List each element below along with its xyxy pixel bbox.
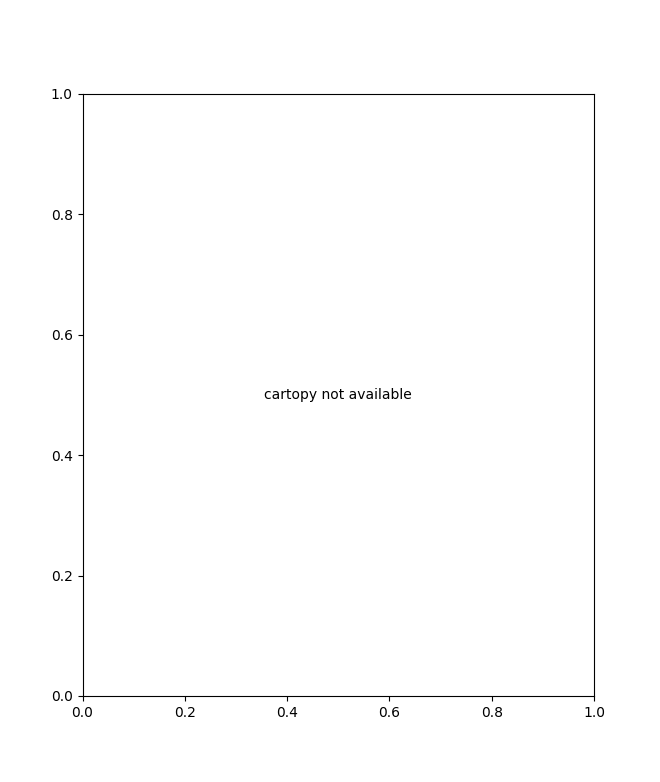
Text: cartopy not available: cartopy not available	[265, 388, 412, 402]
